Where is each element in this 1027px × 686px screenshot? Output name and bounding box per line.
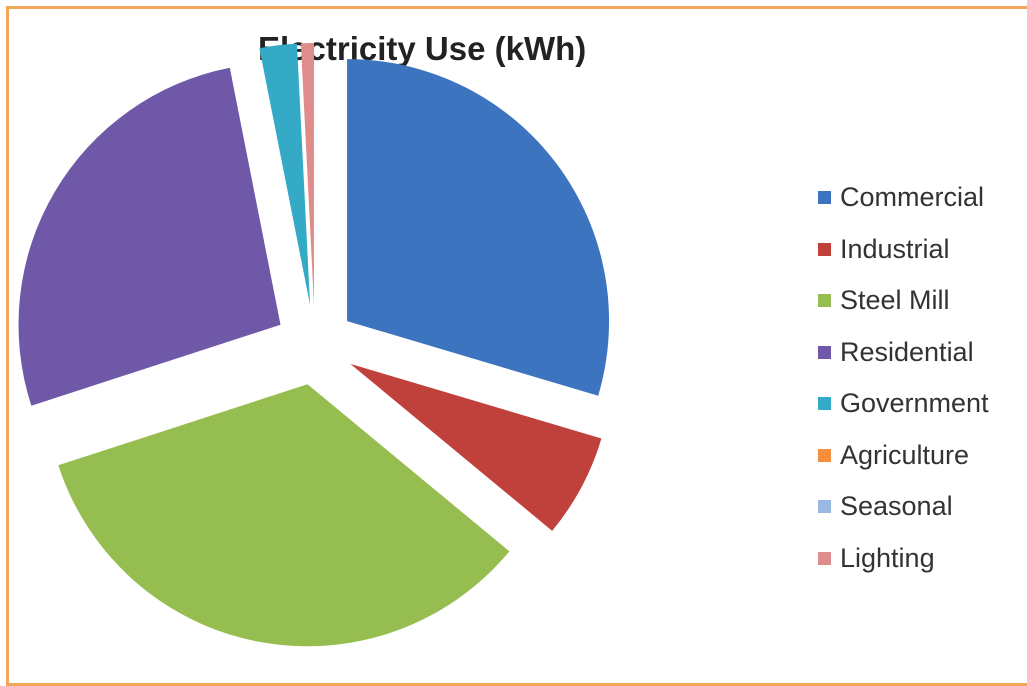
legend-swatch	[818, 500, 831, 514]
pie-chart	[18, 43, 610, 647]
legend-item-residential: Residential	[818, 327, 989, 379]
legend-item-industrial: Industrial	[818, 224, 989, 276]
legend-label: Agriculture	[840, 439, 970, 470]
legend-swatch	[818, 551, 831, 565]
legend-label: Government	[840, 388, 989, 419]
legend-label: Industrial	[840, 233, 950, 264]
pie-slice-industrial	[350, 363, 602, 531]
legend-swatch	[818, 448, 831, 462]
pie-slice-steel-mill	[58, 384, 510, 647]
legend: Commercial Industrial Steel Mill Residentia…	[818, 172, 989, 584]
legend-swatch	[818, 345, 831, 359]
legend-label: Steel Mill	[840, 285, 950, 316]
legend-swatch	[818, 242, 831, 256]
pie-slice-government	[259, 43, 311, 306]
pie-slice-residential	[18, 67, 281, 406]
legend-swatch	[818, 294, 831, 308]
legend-item-agriculture: Agriculture	[818, 430, 989, 482]
legend-item-seasonal: Seasonal	[818, 481, 989, 533]
legend-item-lighting: Lighting	[818, 533, 989, 585]
legend-item-steel-mill: Steel Mill	[818, 275, 989, 327]
legend-swatch	[818, 397, 831, 411]
legend-label: Residential	[840, 336, 974, 367]
pie-slice-lighting	[300, 43, 314, 306]
legend-label: Seasonal	[840, 491, 953, 522]
pie-slice-commercial	[347, 59, 610, 396]
legend-label: Commercial	[840, 182, 985, 213]
legend-label: Lighting	[840, 542, 935, 573]
legend-item-government: Government	[818, 378, 989, 430]
legend-item-commercial: Commercial	[818, 172, 989, 224]
legend-swatch	[818, 191, 831, 205]
